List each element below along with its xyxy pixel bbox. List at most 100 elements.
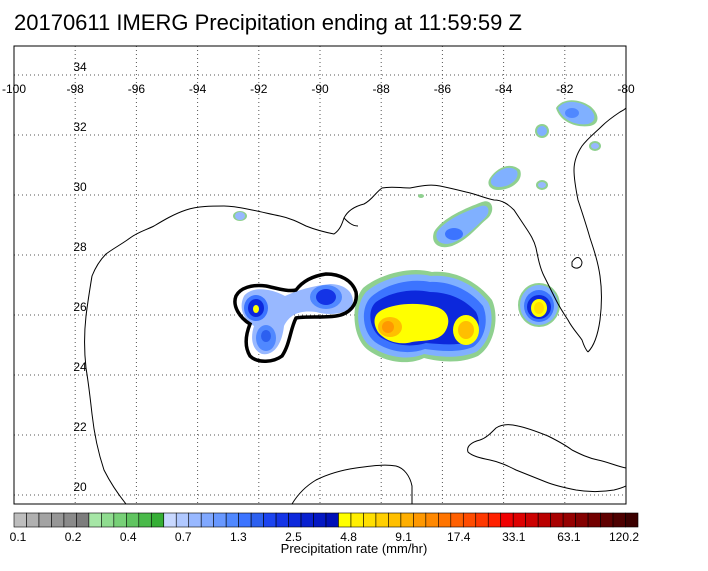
colorbar-swatch	[188, 512, 202, 528]
lon-tick-label: -82	[556, 82, 574, 96]
colorbar-swatch	[413, 512, 427, 528]
gulf-coastline	[84, 184, 589, 504]
colorbar-swatch	[26, 512, 40, 528]
colorbar	[13, 512, 639, 528]
colorbar-swatch	[500, 512, 514, 528]
lon-tick-label: -88	[373, 82, 391, 96]
precip-cluster-georgia	[233, 100, 601, 221]
coastlines	[84, 107, 626, 504]
colorbar-swatch	[163, 512, 177, 528]
colorbar-tick-labels: 0.1 0.2 0.4 0.7 1.3 2.5 4.8 9.1 17.4 33.1 63.1 120.…	[10, 530, 640, 544]
precipitation-areas	[233, 100, 601, 363]
colorbar-tick-label: 0.2	[65, 530, 82, 544]
colorbar-swatch	[425, 512, 439, 528]
precip-cluster-florida-west	[518, 283, 560, 327]
colorbar-swatch	[525, 512, 539, 528]
colorbar-swatch	[263, 512, 277, 528]
colorbar-swatch	[175, 512, 190, 528]
colorbar-swatch	[150, 512, 165, 528]
map-title: 20170611 IMERG Precipitation ending at 1…	[14, 10, 522, 35]
colorbar-swatch	[562, 512, 576, 528]
colorbar-swatch	[375, 512, 389, 528]
highlight-contour	[233, 272, 359, 363]
lat-tick-label: 22	[73, 420, 87, 434]
colorbar-tick-label: 9.1	[395, 530, 412, 544]
colorbar-swatch	[113, 512, 127, 528]
precip-cluster-central-gulf	[354, 269, 496, 363]
colorbar-tick-label: 0.7	[175, 530, 192, 544]
yucatan-coastline	[291, 464, 413, 504]
colorbar-swatch	[325, 512, 339, 528]
colorbar-swatch	[338, 512, 352, 528]
precip-cluster-western-gulf	[241, 284, 353, 355]
colorbar-swatch	[13, 512, 27, 528]
colorbar-swatch	[400, 512, 414, 528]
colorbar-swatch	[600, 512, 614, 528]
colorbar-swatch	[76, 512, 90, 528]
colorbar-swatch	[200, 512, 214, 528]
colorbar-tick-label: 0.1	[10, 530, 27, 544]
lon-tick-label: -90	[311, 82, 329, 96]
colorbar-swatch	[363, 512, 377, 528]
lon-tick-label: -96	[128, 82, 146, 96]
lon-tick-label: -94	[189, 82, 207, 96]
colorbar-swatch	[350, 512, 364, 528]
colorbar-swatch	[313, 512, 327, 528]
colorbar-swatch	[38, 512, 52, 528]
precip-band-florida-panhandle	[418, 165, 548, 248]
lon-tick-label: -92	[250, 82, 268, 96]
colorbar-swatch	[300, 512, 314, 528]
colorbar-swatch	[63, 512, 77, 528]
colorbar-swatch	[462, 512, 477, 528]
colorbar-tick-label: 4.8	[340, 530, 357, 544]
latitude-labels: 20 22 24 26 28 30 32 34	[73, 60, 87, 494]
lon-tick-label: -98	[67, 82, 85, 96]
colorbar-swatch	[537, 512, 551, 528]
longitude-labels: -100 -98 -96 -94 -92 -90 -88 -86 -84 -82 -80	[2, 82, 635, 96]
colorbar-swatch	[250, 512, 264, 528]
lat-tick-label: 30	[73, 180, 87, 194]
colorbar-swatch	[213, 512, 227, 528]
colorbar-swatch	[275, 512, 289, 528]
lat-tick-label: 32	[73, 120, 87, 134]
colorbar-swatch	[625, 512, 639, 528]
colorbar-label: Precipitation rate (mm/hr)	[280, 541, 428, 556]
lon-tick-label: -86	[434, 82, 452, 96]
colorbar-swatch	[101, 512, 115, 528]
colorbar-swatch	[138, 512, 152, 528]
lat-tick-label: 28	[73, 240, 87, 254]
colorbar-swatch	[225, 512, 239, 528]
lat-tick-label: 34	[73, 60, 87, 74]
lon-tick-label: -100	[2, 82, 26, 96]
colorbar-swatch	[487, 512, 502, 528]
colorbar-swatch	[450, 512, 464, 528]
colorbar-swatch	[288, 512, 302, 528]
colorbar-swatch	[238, 512, 252, 528]
florida-east-coast	[573, 107, 626, 353]
colorbar-swatch	[475, 512, 489, 528]
lat-tick-label: 20	[73, 480, 87, 494]
cuba-coastline	[467, 424, 626, 492]
colorbar-tick-label: 1.3	[230, 530, 247, 544]
colorbar-swatch	[512, 512, 526, 528]
colorbar-swatch	[587, 512, 601, 528]
colorbar-swatch	[575, 512, 589, 528]
colorbar-tick-label: 63.1	[557, 530, 581, 544]
colorbar-tick-label: 17.4	[447, 530, 471, 544]
colorbar-swatch	[88, 512, 102, 528]
colorbar-swatch	[550, 512, 564, 528]
lat-tick-label: 24	[73, 360, 87, 374]
colorbar-swatch	[612, 512, 626, 528]
colorbar-swatch	[126, 512, 140, 528]
colorbar-tick-label: 2.5	[285, 530, 302, 544]
colorbar-tick-label: 0.4	[120, 530, 137, 544]
colorbar-swatch	[438, 512, 452, 528]
colorbar-tick-label: 120.2	[609, 530, 639, 544]
lon-tick-label: -80	[617, 82, 635, 96]
map-frame	[13, 45, 627, 505]
colorbar-swatch	[51, 512, 65, 528]
lon-tick-label: -84	[495, 82, 513, 96]
lat-tick-label: 26	[73, 300, 87, 314]
colorbar-swatch	[388, 512, 402, 528]
